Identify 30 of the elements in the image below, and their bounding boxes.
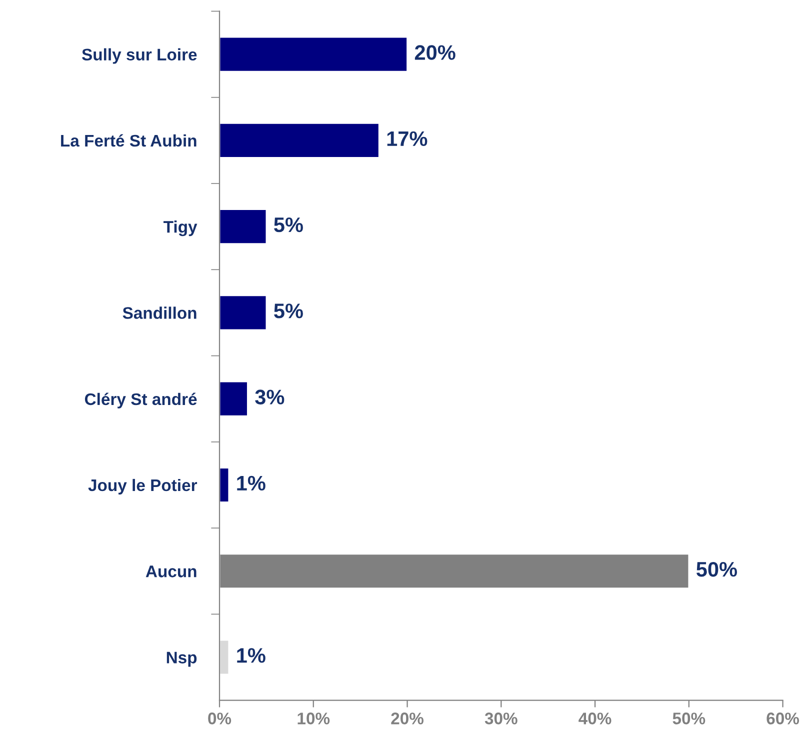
bar [220,639,230,676]
y-tick-label: Tigy [164,220,198,236]
bar [220,122,380,158]
data-label: 1% [237,648,266,663]
x-tick-label: 50% [672,712,706,724]
bar [220,36,408,72]
x-tick-label: 30% [484,712,518,724]
data-label: 50% [696,562,737,577]
x-tick-label: 0% [208,712,232,724]
bar [220,294,268,331]
y-tick-label: Nsp [166,652,197,667]
data-label: 1% [237,476,266,491]
x-tick-label: 20% [391,712,424,724]
data-label: 3% [255,390,284,404]
y-tick-label: Sandillon [122,306,196,319]
bar [220,380,248,417]
x-tick-label: 40% [578,712,612,724]
y-tick-label: Cléry St andré [84,392,197,408]
data-label: 5% [274,304,303,318]
data-label: 5% [274,217,303,232]
bar [220,208,268,244]
data-label: 17% [387,131,428,146]
y-tick-label: Aucun [146,566,196,578]
x-tick-label: 60% [766,712,800,724]
y-tick-label: Jouy le Potier [88,478,198,494]
data-label: 20% [414,45,456,60]
x-tick-label: 10% [298,712,330,724]
y-tick-label: La Ferté St Aubin [61,134,196,147]
bar [220,467,230,503]
y-tick-label: Sully sur Loire [82,48,197,64]
